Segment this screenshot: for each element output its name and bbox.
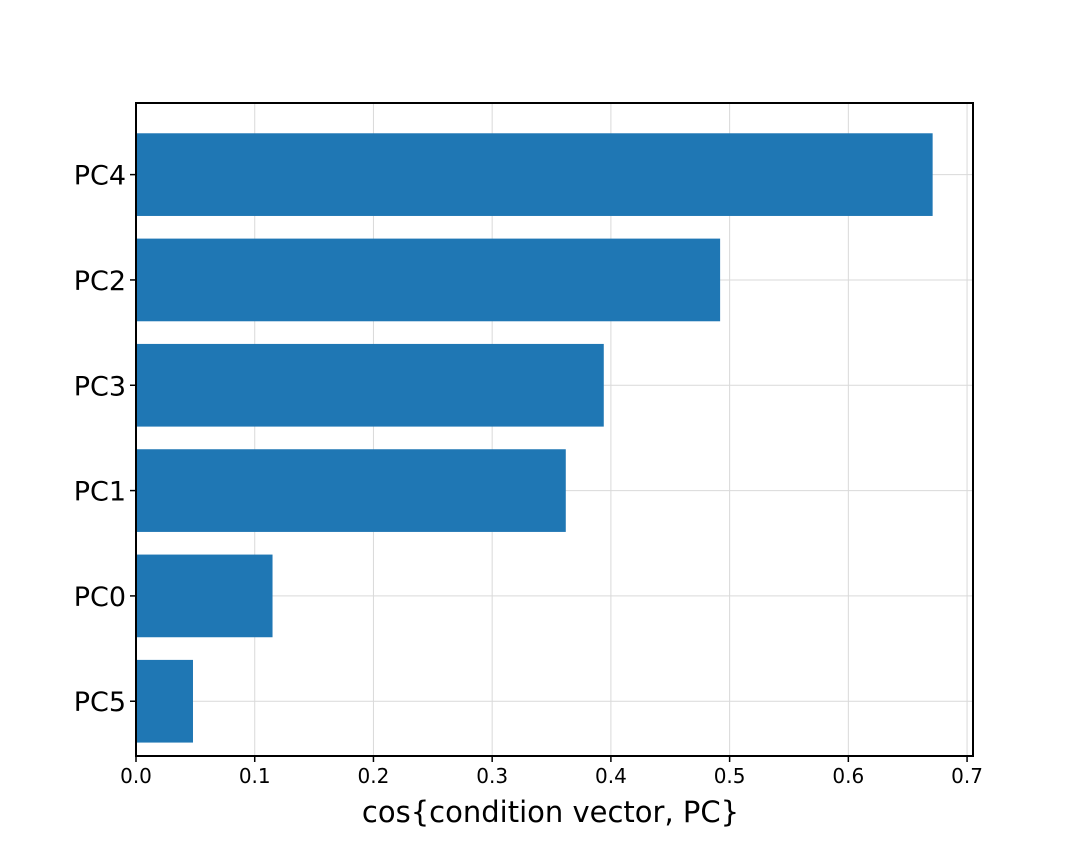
y-axis-categories: PC4 PC2 PC3 PC1 PC0 PC5 [74, 161, 136, 718]
x-tick-label: 0.7 [951, 764, 983, 788]
bar-pc5 [136, 659, 193, 743]
plot-frame [135, 102, 974, 757]
x-tick-label: 0.3 [476, 764, 508, 788]
x-tick-label: 0.1 [239, 764, 271, 788]
bar-pc3 [136, 343, 604, 427]
bar-pc1 [136, 449, 566, 532]
bars [136, 133, 933, 743]
bar-pc0 [136, 554, 273, 638]
category-label-pc4: PC4 [74, 161, 126, 192]
bar-pc4 [136, 133, 933, 216]
x-tick-label: 0.6 [832, 764, 864, 788]
x-tick-label: 0.0 [120, 764, 152, 788]
x-tick-label: 0.2 [358, 764, 390, 788]
category-label-pc3: PC3 [74, 371, 126, 402]
bar-pc2 [136, 238, 721, 322]
x-axis-ticks: 0.0 0.1 0.2 0.3 0.4 0.5 0.6 0.7 [120, 756, 983, 788]
x-tick-label: 0.5 [714, 764, 746, 788]
category-label-pc1: PC1 [74, 477, 126, 508]
category-label-pc5: PC5 [74, 687, 126, 718]
category-label-pc0: PC0 [74, 582, 126, 613]
x-tick-label: 0.4 [595, 764, 627, 788]
x-axis-title: cos{condition vector, PC} [362, 795, 739, 829]
category-label-pc2: PC2 [74, 266, 126, 297]
